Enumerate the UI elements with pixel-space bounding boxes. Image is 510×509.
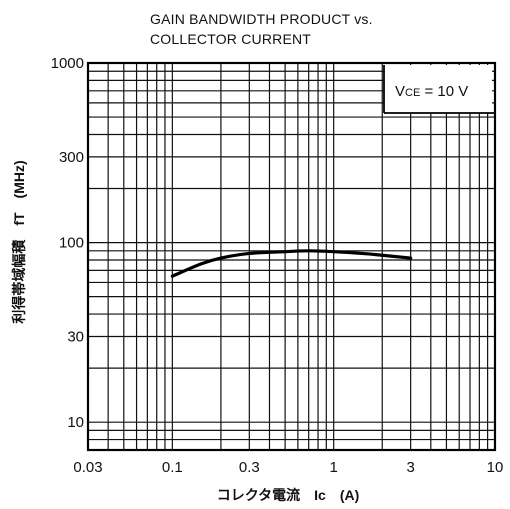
annotation-rest: = 10 V: [420, 83, 468, 100]
annotation-text: VCE = 10 V: [395, 83, 468, 100]
x-axis-label: コレクタ電流 Ic (A): [217, 487, 360, 503]
y-tick-label: 300: [59, 149, 84, 166]
y-tick-label: 100: [59, 235, 84, 252]
grid-lines: [88, 63, 495, 450]
x-tick-label: 0.03: [73, 459, 102, 476]
annotation-sub: CE: [405, 87, 420, 99]
chart-title-line2: COLLECTOR CURRENT: [150, 31, 311, 47]
y-tick-label: 10: [67, 414, 84, 431]
annotation-box: VCE = 10 V: [383, 65, 494, 114]
chart-title-line1: GAIN BANDWIDTH PRODUCT vs.: [150, 11, 373, 27]
series-line: [170, 249, 413, 278]
x-tick-label: 0.3: [239, 459, 260, 476]
x-tick-label: 0.1: [162, 459, 183, 476]
plot-frame: [86, 61, 497, 452]
x-tick-label: 10: [487, 459, 504, 476]
annotation-background: [384, 65, 492, 113]
annotation-v: V: [395, 83, 405, 100]
y-tick-label: 30: [67, 328, 84, 345]
y-tick-label: 1000: [51, 55, 84, 72]
x-tick-label: 1: [330, 459, 338, 476]
tick-labels: 0.03 0.1 0.3 1 3 10 10 30 100 300 1000: [51, 55, 504, 476]
x-tick-label: 3: [406, 459, 414, 476]
y-axis-label: 利得帯域幅積 fT (MHz): [11, 160, 27, 323]
